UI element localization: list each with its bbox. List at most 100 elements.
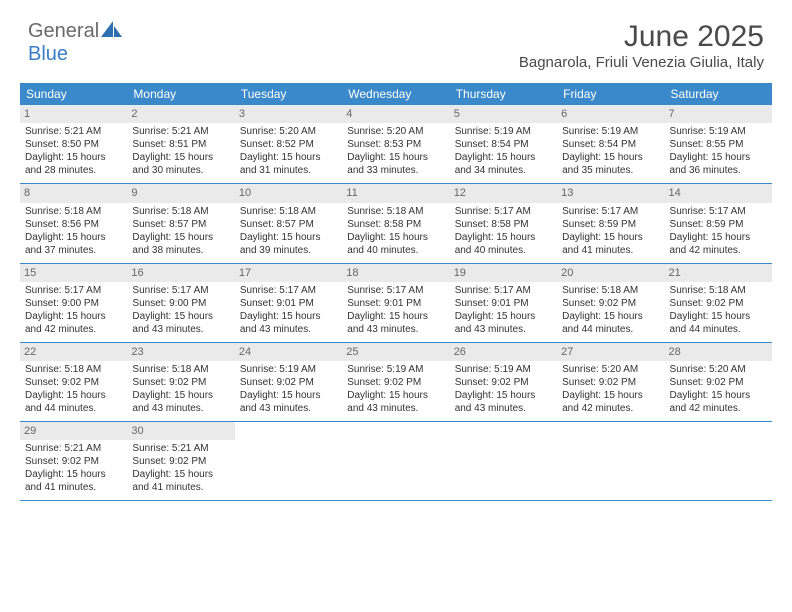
daylight-text: Daylight: 15 hours: [562, 151, 659, 164]
sunrise-text: Sunrise: 5:18 AM: [240, 205, 337, 218]
daylight-text: and 43 minutes.: [132, 323, 229, 336]
daylight-text: Daylight: 15 hours: [132, 468, 229, 481]
daylight-text: and 36 minutes.: [670, 164, 767, 177]
day-number: 30: [127, 422, 234, 440]
sunset-text: Sunset: 8:54 PM: [562, 138, 659, 151]
sunrise-text: Sunrise: 5:18 AM: [562, 284, 659, 297]
calendar-cell: 26Sunrise: 5:19 AMSunset: 9:02 PMDayligh…: [450, 342, 557, 421]
sunrise-text: Sunrise: 5:21 AM: [25, 125, 122, 138]
sunset-text: Sunset: 9:02 PM: [25, 455, 122, 468]
calendar-cell: 6Sunrise: 5:19 AMSunset: 8:54 PMDaylight…: [557, 105, 664, 184]
daylight-text: Daylight: 15 hours: [132, 231, 229, 244]
page-title: June 2025: [519, 20, 764, 54]
sunset-text: Sunset: 8:51 PM: [132, 138, 229, 151]
day-header-sun: Sunday: [20, 83, 127, 105]
day-number: 22: [20, 343, 127, 361]
daylight-text: and 42 minutes.: [25, 323, 122, 336]
calendar-cell: 5Sunrise: 5:19 AMSunset: 8:54 PMDaylight…: [450, 105, 557, 184]
daylight-text: Daylight: 15 hours: [25, 468, 122, 481]
day-number: 3: [235, 105, 342, 123]
daylight-text: and 40 minutes.: [347, 244, 444, 257]
daylight-text: Daylight: 15 hours: [25, 151, 122, 164]
sunrise-text: Sunrise: 5:20 AM: [670, 363, 767, 376]
day-number: 15: [20, 264, 127, 282]
day-number: 26: [450, 343, 557, 361]
sunset-text: Sunset: 8:54 PM: [455, 138, 552, 151]
daylight-text: Daylight: 15 hours: [347, 310, 444, 323]
calendar-cell: 25Sunrise: 5:19 AMSunset: 9:02 PMDayligh…: [342, 342, 449, 421]
header: General Blue June 2025 Bagnarola, Friuli…: [0, 0, 792, 75]
sunrise-text: Sunrise: 5:18 AM: [25, 205, 122, 218]
day-number: 4: [342, 105, 449, 123]
sunrise-text: Sunrise: 5:17 AM: [670, 205, 767, 218]
daylight-text: and 42 minutes.: [670, 402, 767, 415]
day-number: 10: [235, 184, 342, 202]
sunset-text: Sunset: 9:02 PM: [670, 297, 767, 310]
location-text: Bagnarola, Friuli Venezia Giulia, Italy: [519, 54, 764, 71]
sunset-text: Sunset: 9:00 PM: [25, 297, 122, 310]
day-number: 12: [450, 184, 557, 202]
daylight-text: Daylight: 15 hours: [25, 310, 122, 323]
day-number: 14: [665, 184, 772, 202]
day-header-row: Sunday Monday Tuesday Wednesday Thursday…: [20, 83, 772, 105]
calendar-cell: 4Sunrise: 5:20 AMSunset: 8:53 PMDaylight…: [342, 105, 449, 184]
daylight-text: and 43 minutes.: [132, 402, 229, 415]
day-number: 25: [342, 343, 449, 361]
day-number: 11: [342, 184, 449, 202]
sunrise-text: Sunrise: 5:18 AM: [25, 363, 122, 376]
daylight-text: and 43 minutes.: [240, 402, 337, 415]
sunrise-text: Sunrise: 5:17 AM: [455, 205, 552, 218]
sunset-text: Sunset: 9:02 PM: [562, 376, 659, 389]
calendar-cell: 19Sunrise: 5:17 AMSunset: 9:01 PMDayligh…: [450, 263, 557, 342]
day-header-tue: Tuesday: [235, 83, 342, 105]
daylight-text: and 35 minutes.: [562, 164, 659, 177]
daylight-text: and 41 minutes.: [562, 244, 659, 257]
daylight-text: Daylight: 15 hours: [562, 389, 659, 402]
sunset-text: Sunset: 9:02 PM: [25, 376, 122, 389]
calendar-cell: [450, 422, 557, 501]
day-number: 8: [20, 184, 127, 202]
daylight-text: Daylight: 15 hours: [455, 231, 552, 244]
calendar-cell: [342, 422, 449, 501]
calendar-cell: 18Sunrise: 5:17 AMSunset: 9:01 PMDayligh…: [342, 263, 449, 342]
calendar-cell: 17Sunrise: 5:17 AMSunset: 9:01 PMDayligh…: [235, 263, 342, 342]
calendar-cell: 16Sunrise: 5:17 AMSunset: 9:00 PMDayligh…: [127, 263, 234, 342]
daylight-text: Daylight: 15 hours: [132, 151, 229, 164]
day-number: 18: [342, 264, 449, 282]
daylight-text: Daylight: 15 hours: [347, 231, 444, 244]
sunrise-text: Sunrise: 5:17 AM: [240, 284, 337, 297]
day-header-fri: Friday: [557, 83, 664, 105]
day-number: 2: [127, 105, 234, 123]
sunrise-text: Sunrise: 5:18 AM: [347, 205, 444, 218]
sunset-text: Sunset: 9:02 PM: [670, 376, 767, 389]
calendar-cell: 7Sunrise: 5:19 AMSunset: 8:55 PMDaylight…: [665, 105, 772, 184]
day-number: 7: [665, 105, 772, 123]
daylight-text: Daylight: 15 hours: [347, 389, 444, 402]
calendar-cell: [235, 422, 342, 501]
daylight-text: Daylight: 15 hours: [455, 151, 552, 164]
daylight-text: and 34 minutes.: [455, 164, 552, 177]
calendar-cell: 13Sunrise: 5:17 AMSunset: 8:59 PMDayligh…: [557, 184, 664, 263]
calendar-cell: 30Sunrise: 5:21 AMSunset: 9:02 PMDayligh…: [127, 422, 234, 501]
calendar-cell: 14Sunrise: 5:17 AMSunset: 8:59 PMDayligh…: [665, 184, 772, 263]
daylight-text: Daylight: 15 hours: [240, 151, 337, 164]
day-number: 19: [450, 264, 557, 282]
daylight-text: Daylight: 15 hours: [562, 231, 659, 244]
calendar-cell: 27Sunrise: 5:20 AMSunset: 9:02 PMDayligh…: [557, 342, 664, 421]
sunset-text: Sunset: 8:58 PM: [347, 218, 444, 231]
day-number: 28: [665, 343, 772, 361]
daylight-text: Daylight: 15 hours: [25, 231, 122, 244]
calendar-cell: [665, 422, 772, 501]
daylight-text: Daylight: 15 hours: [25, 389, 122, 402]
daylight-text: and 41 minutes.: [132, 481, 229, 494]
daylight-text: and 38 minutes.: [132, 244, 229, 257]
calendar-cell: 8Sunrise: 5:18 AMSunset: 8:56 PMDaylight…: [20, 184, 127, 263]
sunrise-text: Sunrise: 5:20 AM: [347, 125, 444, 138]
sunrise-text: Sunrise: 5:21 AM: [25, 442, 122, 455]
sunset-text: Sunset: 9:02 PM: [562, 297, 659, 310]
calendar-cell: 21Sunrise: 5:18 AMSunset: 9:02 PMDayligh…: [665, 263, 772, 342]
daylight-text: and 42 minutes.: [670, 244, 767, 257]
daylight-text: Daylight: 15 hours: [670, 231, 767, 244]
sunrise-text: Sunrise: 5:17 AM: [455, 284, 552, 297]
title-block: June 2025 Bagnarola, Friuli Venezia Giul…: [519, 20, 764, 71]
